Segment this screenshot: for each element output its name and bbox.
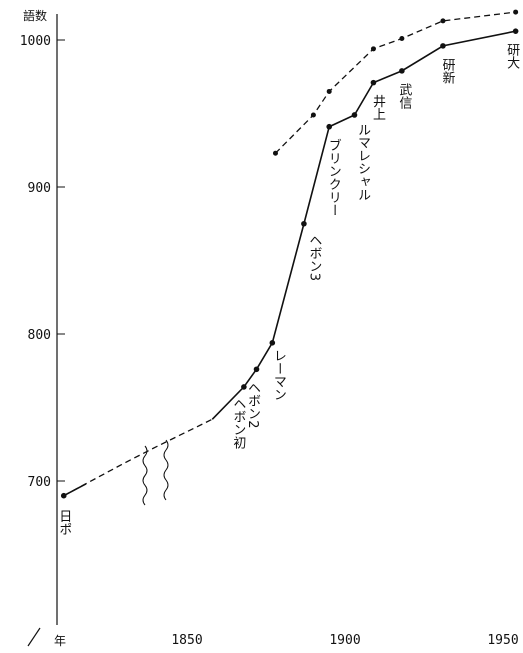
data-point <box>253 366 260 373</box>
data-point <box>241 384 247 390</box>
axes: 700 800 900 1000 1850 1900 1950 <box>20 14 519 648</box>
data-point <box>301 220 307 227</box>
x-tick-label: 1900 <box>329 633 360 648</box>
annotation-label: ブリンクリー <box>326 138 341 217</box>
data-point <box>370 79 377 86</box>
data-point-dashed <box>310 112 316 118</box>
axis-break-squiggle <box>163 439 169 501</box>
annotation-label: 研大 <box>504 43 520 69</box>
annotation-label: 武信 <box>396 83 412 109</box>
series-line-solid <box>211 30 516 420</box>
data-point <box>440 43 446 49</box>
data-point <box>351 112 358 118</box>
data-point <box>326 123 333 130</box>
series-line-broken <box>63 418 213 497</box>
x-tick-label: 1950 <box>487 633 518 648</box>
annotation-label: ルマレシャル <box>355 123 370 201</box>
data-point <box>269 340 276 346</box>
annotation-label: ヘボン初 <box>230 397 246 449</box>
data-point-dashed <box>370 46 376 52</box>
annotation-label: 日ポ <box>56 510 71 536</box>
axis-break-squiggle <box>142 445 148 506</box>
y-tick-label: 1000 <box>20 34 51 49</box>
series-lines <box>63 11 516 497</box>
data-point-dashed <box>440 18 446 24</box>
x-axis-stub <box>27 627 41 647</box>
axis-break-marks <box>142 439 169 506</box>
annotation-label: ヘボン3 <box>306 234 322 281</box>
data-point-dashed <box>513 9 519 15</box>
annotation-label: 井上 <box>370 95 386 121</box>
data-point-dashed <box>272 150 278 156</box>
y-tick-label: 900 <box>28 181 51 196</box>
annotation-label: ヘボン2 <box>245 381 261 428</box>
annotation-label: 研新 <box>439 58 455 84</box>
y-axis-title: 語数 <box>23 8 47 23</box>
data-point <box>399 68 405 74</box>
x-axis-title: 年 <box>54 634 66 648</box>
data-point <box>512 28 519 34</box>
data-point-dashed <box>399 36 405 42</box>
data-point-dashed <box>326 88 332 94</box>
annotation-label: レーマン <box>271 349 286 401</box>
y-tick-label: 800 <box>28 328 51 343</box>
series-points <box>60 9 519 499</box>
x-tick-label: 1850 <box>171 633 202 648</box>
data-point <box>60 492 67 499</box>
y-tick-label: 700 <box>28 475 51 490</box>
